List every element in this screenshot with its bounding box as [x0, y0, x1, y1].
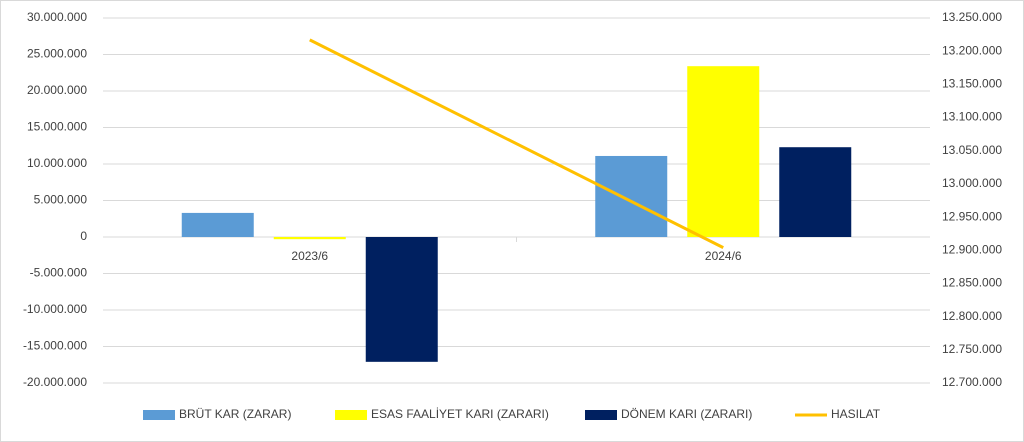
y2-tick-label: 13.100.000	[942, 110, 1002, 124]
y-tick-label: -20.000.000	[23, 375, 87, 389]
y2-tick-label: 12.700.000	[942, 375, 1002, 389]
bar	[365, 237, 438, 362]
y2-tick-label: 13.200.000	[942, 43, 1002, 57]
line	[309, 38, 724, 249]
legend-label: HASILAT	[831, 407, 881, 421]
bar	[273, 237, 346, 240]
x-tick-label: 2023/6	[291, 249, 328, 263]
x-tick-label: 2024/6	[705, 249, 742, 263]
y2-tick-label: 13.250.000	[942, 10, 1002, 24]
y2-tick-label: 13.000.000	[942, 176, 1002, 190]
y-tick-label: 20.000.000	[27, 83, 87, 97]
y2-tick-label: 12.750.000	[942, 342, 1002, 356]
y2-tick-label: 13.050.000	[942, 143, 1002, 157]
y2-tick-label: 13.150.000	[942, 77, 1002, 91]
bar	[687, 66, 760, 238]
legend-swatch	[585, 410, 617, 420]
y-tick-label: 15.000.000	[27, 120, 87, 134]
y2-tick-label: 12.900.000	[942, 242, 1002, 256]
bar	[595, 155, 668, 237]
y2-tick-label: 12.800.000	[942, 309, 1002, 323]
y-tick-label: -5.000.000	[30, 266, 88, 280]
y-tick-label: 30.000.000	[27, 10, 87, 24]
legend-swatch	[143, 410, 175, 420]
y-tick-label: 5.000.000	[34, 193, 88, 207]
y-tick-label: 25.000.000	[27, 47, 87, 61]
y2-tick-label: 12.850.000	[942, 276, 1002, 290]
y-tick-label: 0	[80, 229, 87, 243]
legend-label: ESAS FAALİYET KARI (ZARARI)	[371, 407, 549, 421]
bar	[181, 212, 254, 237]
legend-swatch	[335, 410, 367, 420]
y-tick-label: -10.000.000	[23, 302, 87, 316]
legend-label: BRÜT KAR (ZARAR)	[179, 407, 291, 421]
y2-tick-label: 12.950.000	[942, 209, 1002, 223]
bar	[779, 147, 852, 237]
y-tick-label: -15.000.000	[23, 339, 87, 353]
y-tick-label: 10.000.000	[27, 156, 87, 170]
legend-label: DÖNEM KARI (ZARARI)	[621, 407, 752, 421]
